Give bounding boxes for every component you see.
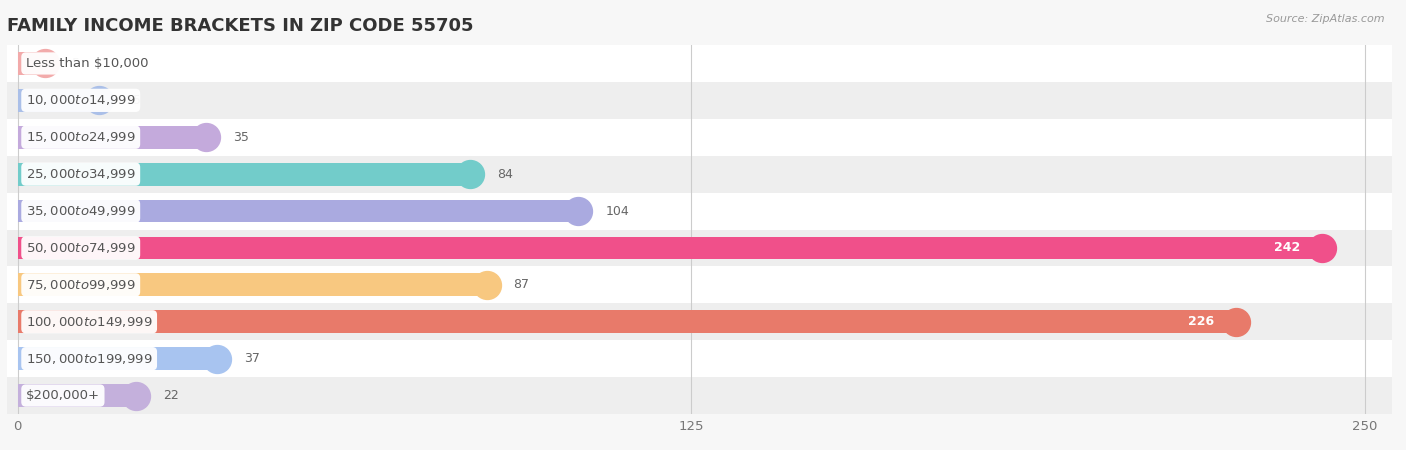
Bar	[7, 340, 1392, 377]
Text: Less than $10,000: Less than $10,000	[25, 57, 149, 70]
Text: $150,000 to $199,999: $150,000 to $199,999	[25, 351, 152, 366]
Text: $75,000 to $99,999: $75,000 to $99,999	[25, 278, 135, 292]
Bar	[18, 163, 471, 185]
Text: $100,000 to $149,999: $100,000 to $149,999	[25, 315, 152, 329]
Text: 35: 35	[233, 131, 249, 144]
Bar	[7, 156, 1392, 193]
Bar	[18, 310, 1236, 333]
Bar	[7, 82, 1392, 119]
Text: 104: 104	[605, 205, 628, 217]
Text: 87: 87	[513, 279, 530, 291]
Text: 84: 84	[498, 168, 513, 180]
Text: 5: 5	[72, 57, 80, 70]
Bar	[7, 266, 1392, 303]
Text: $10,000 to $14,999: $10,000 to $14,999	[25, 93, 135, 108]
Bar	[18, 126, 207, 148]
Text: $15,000 to $24,999: $15,000 to $24,999	[25, 130, 135, 144]
Bar	[18, 52, 45, 75]
Bar	[18, 89, 98, 112]
Bar	[18, 347, 217, 370]
Text: 242: 242	[1274, 242, 1301, 254]
Text: Source: ZipAtlas.com: Source: ZipAtlas.com	[1267, 14, 1385, 23]
Bar	[7, 303, 1392, 340]
Text: $200,000+: $200,000+	[25, 389, 100, 402]
Text: $25,000 to $34,999: $25,000 to $34,999	[25, 167, 135, 181]
Text: $50,000 to $74,999: $50,000 to $74,999	[25, 241, 135, 255]
Bar	[7, 119, 1392, 156]
Bar	[18, 384, 136, 407]
Bar	[7, 45, 1392, 82]
Text: $35,000 to $49,999: $35,000 to $49,999	[25, 204, 135, 218]
Bar	[18, 274, 486, 296]
Text: 15: 15	[125, 94, 142, 107]
Bar	[7, 230, 1392, 266]
Bar	[7, 193, 1392, 230]
Text: 37: 37	[245, 352, 260, 365]
Bar	[18, 237, 1322, 259]
Bar	[7, 377, 1392, 414]
Bar	[18, 200, 578, 222]
Text: FAMILY INCOME BRACKETS IN ZIP CODE 55705: FAMILY INCOME BRACKETS IN ZIP CODE 55705	[7, 17, 474, 35]
Text: 22: 22	[163, 389, 179, 402]
Text: 226: 226	[1188, 315, 1215, 328]
